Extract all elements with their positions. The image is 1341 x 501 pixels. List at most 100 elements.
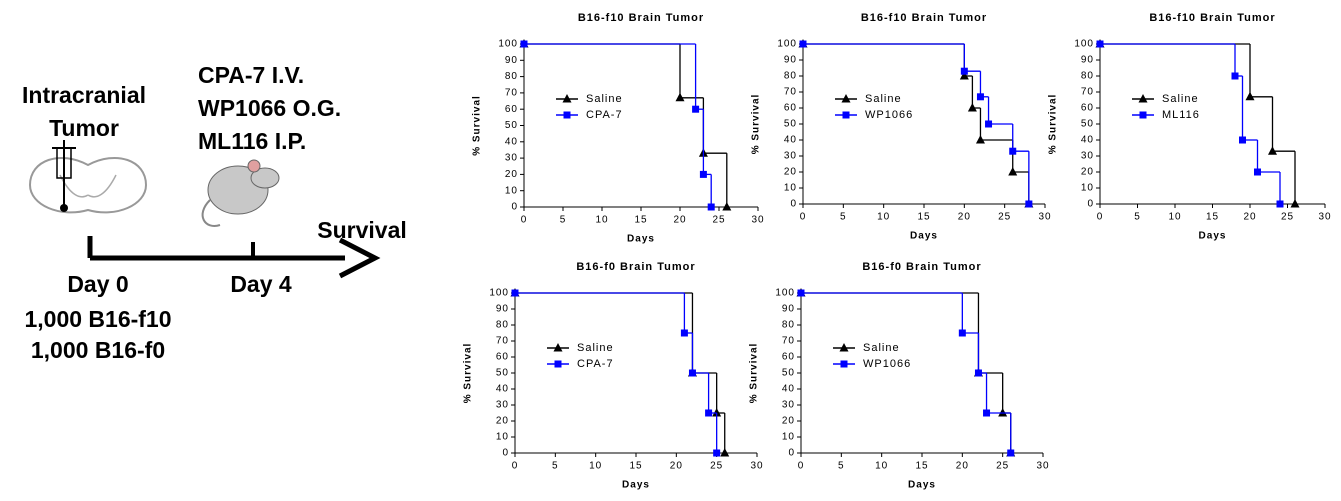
x-tick-label: 5: [1134, 212, 1141, 223]
x-tick-label: 15: [634, 215, 647, 226]
y-tick-label: 10: [782, 432, 795, 443]
series: [801, 292, 1012, 453]
point: [959, 71, 969, 80]
point: [688, 369, 696, 377]
point: [998, 408, 1008, 417]
x-tick-label: 20: [956, 461, 969, 472]
point: [520, 40, 528, 48]
x-tick-label: 30: [750, 461, 763, 472]
legend-label: Saline: [577, 342, 614, 354]
x-tick-label: 15: [1206, 212, 1219, 223]
mouse-ear: [247, 159, 261, 173]
chart-title: B16-f10 Brain Tumor: [578, 12, 704, 24]
x-tick-label: 25: [1281, 212, 1294, 223]
y-tick-label: 10: [496, 432, 509, 443]
series: [524, 43, 712, 207]
mouse-head: [250, 167, 280, 189]
legend-label: CPA-7: [577, 358, 614, 370]
y-tick-label: 100: [489, 288, 509, 299]
x-tick-label: 5: [560, 215, 567, 226]
y-tick-label: 80: [784, 71, 797, 82]
x-tick-label: 20: [958, 212, 971, 223]
point: [1268, 146, 1277, 155]
y-tick-label: 70: [496, 336, 509, 347]
point: [983, 409, 991, 417]
legend-marker: [553, 343, 563, 352]
cells: 1,000 B16-f10: [24, 306, 171, 332]
point: [675, 92, 685, 102]
x-tick-label: 25: [712, 215, 725, 226]
y-tick-label: 90: [784, 55, 797, 66]
y-tick-label: 0: [502, 448, 509, 459]
x-tick-label: 20: [673, 215, 686, 226]
x-tick-label: 30: [1318, 212, 1331, 223]
series: [803, 43, 1030, 204]
point: [511, 289, 519, 297]
x-tick-label: 15: [917, 212, 930, 223]
y-tick-label: 50: [782, 368, 795, 379]
y-tick-label: 90: [505, 55, 518, 66]
y-tick-label: 80: [496, 320, 509, 331]
x-tick-label: 0: [800, 212, 807, 223]
point: [692, 105, 700, 113]
series: [524, 43, 728, 207]
x-tick-label: 10: [589, 461, 602, 472]
x-axis-label: Days: [908, 480, 936, 491]
y-tick-label: 70: [784, 87, 797, 98]
y-tick-label: 80: [1081, 71, 1094, 82]
point: [713, 449, 721, 457]
point: [707, 203, 715, 211]
day0: Day 0: [67, 271, 128, 297]
legend-label: Saline: [586, 93, 623, 105]
y-tick-label: 30: [1081, 151, 1094, 162]
y-tick-label: 20: [782, 416, 795, 427]
legend-marker: [562, 94, 572, 103]
y-tick-label: 60: [782, 352, 795, 363]
y-axis-label: % Survival: [472, 95, 483, 156]
y-tick-label: 70: [505, 88, 518, 99]
legend-marker: [554, 360, 562, 368]
y-tick-label: 10: [1081, 183, 1094, 194]
y-tick-label: 20: [784, 167, 797, 178]
y-tick-label: 90: [1081, 55, 1094, 66]
y-tick-label: 70: [782, 336, 795, 347]
y-tick-label: 100: [775, 288, 795, 299]
legend-marker: [839, 343, 849, 352]
point: [720, 448, 730, 457]
point: [680, 329, 688, 337]
x-tick-label: 10: [1168, 212, 1181, 223]
y-tick-label: 40: [1081, 135, 1094, 146]
treatment: CPA-7 I.V.: [198, 62, 304, 88]
x-tick-label: 5: [840, 212, 847, 223]
legend-label: WP1066: [865, 109, 913, 121]
y-tick-label: 30: [496, 400, 509, 411]
x-tick-label: 30: [751, 215, 764, 226]
point: [1008, 167, 1018, 176]
tumor: [60, 204, 68, 212]
legend-label: Saline: [865, 93, 902, 105]
point: [976, 93, 984, 101]
x-tick-label: 5: [552, 461, 559, 472]
x-axis-label: Days: [910, 231, 938, 242]
x-axis-label: Days: [622, 480, 650, 491]
point: [1239, 136, 1246, 144]
y-tick-label: 10: [505, 185, 518, 196]
y-tick-label: 100: [498, 39, 518, 50]
x-tick-label: 10: [595, 215, 608, 226]
treatment: WP1066 O.G.: [198, 95, 341, 121]
y-tick-label: 50: [505, 120, 518, 131]
y-tick-label: 80: [782, 320, 795, 331]
chart-title: B16-f10 Brain Tumor: [861, 12, 987, 24]
x-tick-label: 0: [521, 215, 528, 226]
point: [705, 409, 713, 417]
legend-marker: [1139, 111, 1147, 119]
y-tick-label: 30: [505, 153, 518, 164]
y-tick-label: 60: [1081, 103, 1094, 114]
point: [1009, 147, 1017, 155]
endpoint: Survival: [317, 217, 407, 243]
series: [1100, 43, 1296, 204]
series: [515, 292, 718, 453]
legend-marker: [1138, 94, 1148, 103]
y-tick-label: 40: [782, 384, 795, 395]
